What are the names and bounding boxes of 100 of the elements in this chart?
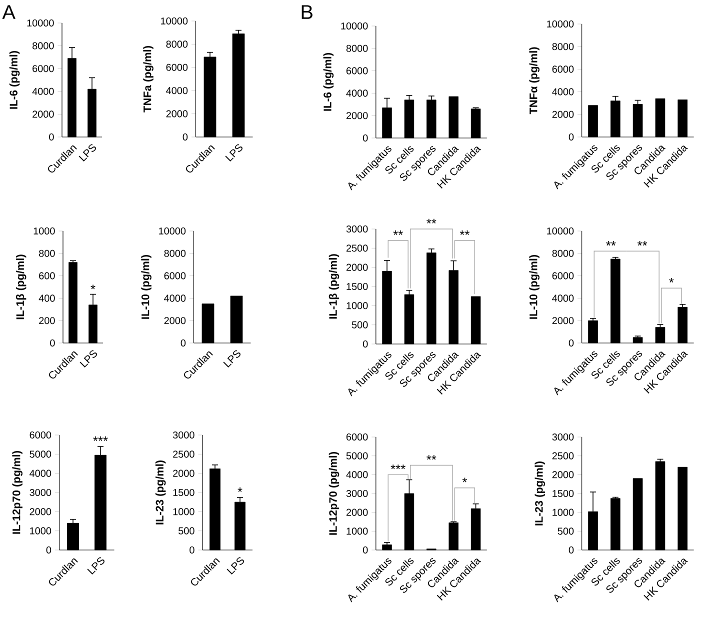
y-tick-label: 2000 xyxy=(552,110,574,118)
y-tick-label: 6000 xyxy=(346,67,368,74)
annotation: *** xyxy=(390,464,406,470)
y-tick-label: 200 xyxy=(39,317,55,324)
y-tick-label: 0 xyxy=(190,546,194,554)
y-tick-label: 1000 xyxy=(34,227,55,235)
y-tick-label: 0 xyxy=(50,339,55,347)
y-tick-label: 8000 xyxy=(166,40,188,48)
annotation: * xyxy=(90,284,96,290)
y-axis-title: IL-23 (pg/ml) xyxy=(534,461,546,526)
y-axis-title: IL-23 (pg/ml) xyxy=(155,460,166,524)
y-axis-title: IL-10 (pg/ml) xyxy=(141,254,152,319)
y-tick-label: 0 xyxy=(182,133,188,141)
y-tick-label: 4000 xyxy=(166,87,188,94)
annotation: *** xyxy=(93,436,108,441)
y-tick-label: 6000 xyxy=(32,65,54,72)
y-tick-label: 3000 xyxy=(552,433,574,441)
y-tick-label: 2500 xyxy=(173,450,194,458)
y-tick-label: 2000 xyxy=(164,317,186,324)
y-tick-label: 8000 xyxy=(32,42,54,50)
y-tick-label: 6000 xyxy=(346,433,368,441)
y-tick-label: 2000 xyxy=(552,317,574,324)
x-tick-label: LPS xyxy=(80,350,97,368)
y-tick-label: 4000 xyxy=(164,294,186,302)
y-tick-label: 8000 xyxy=(346,44,368,52)
x-tick-label: LPS xyxy=(225,144,242,162)
y-tick-label: 3000 xyxy=(346,490,368,498)
y-tick-label: 10000 xyxy=(547,20,574,28)
annotation: * xyxy=(238,487,242,492)
y-tick-label: 8000 xyxy=(164,250,186,257)
y-axis-title: TNFα (pg/ml) xyxy=(529,47,540,114)
y-tick-label: 2500 xyxy=(346,244,368,252)
y-tick-label: 5000 xyxy=(30,450,52,458)
x-tick-label: LPS xyxy=(223,350,240,368)
y-tick-label: 1000 xyxy=(346,302,368,310)
y-axis-title: IL-12p70 (pg/ml) xyxy=(12,451,22,534)
y-tick-label: 0 xyxy=(362,340,368,348)
y-tick-label: 10000 xyxy=(341,22,368,30)
y-axis-title: TNFa (pg/ml) xyxy=(143,46,154,112)
y-tick-label: 0 xyxy=(362,546,368,554)
y-tick-label: 8000 xyxy=(552,250,574,257)
annotation: ** xyxy=(393,230,403,235)
y-tick-label: 1000 xyxy=(552,508,574,516)
x-tick-label: LPS xyxy=(226,557,244,574)
y-tick-label: 1000 xyxy=(173,508,194,516)
chart-title: B xyxy=(302,5,312,19)
y-tick-label: 1500 xyxy=(346,282,368,290)
y-tick-label: 2500 xyxy=(552,452,574,460)
y-tick-label: 0 xyxy=(568,546,574,554)
y-tick-label: 600 xyxy=(39,272,55,280)
y-tick-label: 0 xyxy=(568,133,574,141)
y-tick-label: 4000 xyxy=(552,294,574,302)
y-axis-title: IL-10 (pg/ml) xyxy=(529,254,540,319)
y-tick-label: 8000 xyxy=(552,43,574,50)
y-tick-label: 0 xyxy=(568,339,574,347)
y-tick-label: 3000 xyxy=(30,488,52,496)
y-tick-label: 2000 xyxy=(552,471,574,478)
chart-title: A xyxy=(2,5,16,19)
y-tick-label: 800 xyxy=(39,250,55,257)
y-tick-label: 10000 xyxy=(27,19,54,27)
text: ** xyxy=(426,218,436,224)
y-tick-label: 500 xyxy=(178,527,194,534)
annotation: ** xyxy=(460,230,470,235)
y-tick-label: 4000 xyxy=(32,88,54,95)
y-tick-label: 4000 xyxy=(346,90,368,97)
y-tick-label: 2000 xyxy=(346,112,368,120)
y-tick-label: 6000 xyxy=(552,66,574,73)
y-tick-label: 6000 xyxy=(166,64,188,71)
y-axis-title: IL-1β (pg/ml) xyxy=(16,254,26,320)
y-axis-title: IL-6 (pg/ml) xyxy=(9,51,20,109)
y-tick-label: 4000 xyxy=(30,470,52,477)
annotation: * xyxy=(669,278,674,283)
y-tick-label: 6000 xyxy=(552,272,574,280)
x-tick-label: LPS xyxy=(87,557,104,574)
y-tick-label: 10000 xyxy=(547,227,574,235)
y-tick-label: 6000 xyxy=(164,272,186,280)
y-tick-label: 1000 xyxy=(30,527,52,534)
y-tick-label: 2000 xyxy=(32,110,54,118)
y-tick-label: 500 xyxy=(352,321,368,328)
y-tick-label: 2000 xyxy=(173,470,194,477)
y-tick-label: 1500 xyxy=(173,488,194,496)
y-tick-label: 400 xyxy=(38,294,55,302)
y-tick-label: 3000 xyxy=(346,225,368,233)
y-tick-label: 5000 xyxy=(346,452,368,460)
annotation: ** xyxy=(426,455,436,460)
y-tick-label: 4000 xyxy=(552,88,574,96)
y-tick-label: 6000 xyxy=(30,431,52,439)
annotation: ** xyxy=(606,241,616,246)
y-tick-label: 0 xyxy=(180,339,186,347)
y-tick-label: 3000 xyxy=(172,431,194,439)
y-axis-title: IL-1β (pg/ml) xyxy=(328,254,340,319)
y-tick-label: 2000 xyxy=(346,264,368,271)
y-tick-label: 2000 xyxy=(30,508,52,516)
y-axis-title: IL-6 (pg/ml) xyxy=(323,53,334,111)
y-tick-label: 4000 xyxy=(346,471,368,478)
y-tick-label: 1500 xyxy=(552,490,574,498)
x-tick-label: LPS xyxy=(78,144,96,162)
y-tick-label: 10000 xyxy=(161,17,188,25)
y-tick-label: 0 xyxy=(49,133,54,141)
y-axis-title: IL-12p70 (pg/ml) xyxy=(328,452,340,535)
